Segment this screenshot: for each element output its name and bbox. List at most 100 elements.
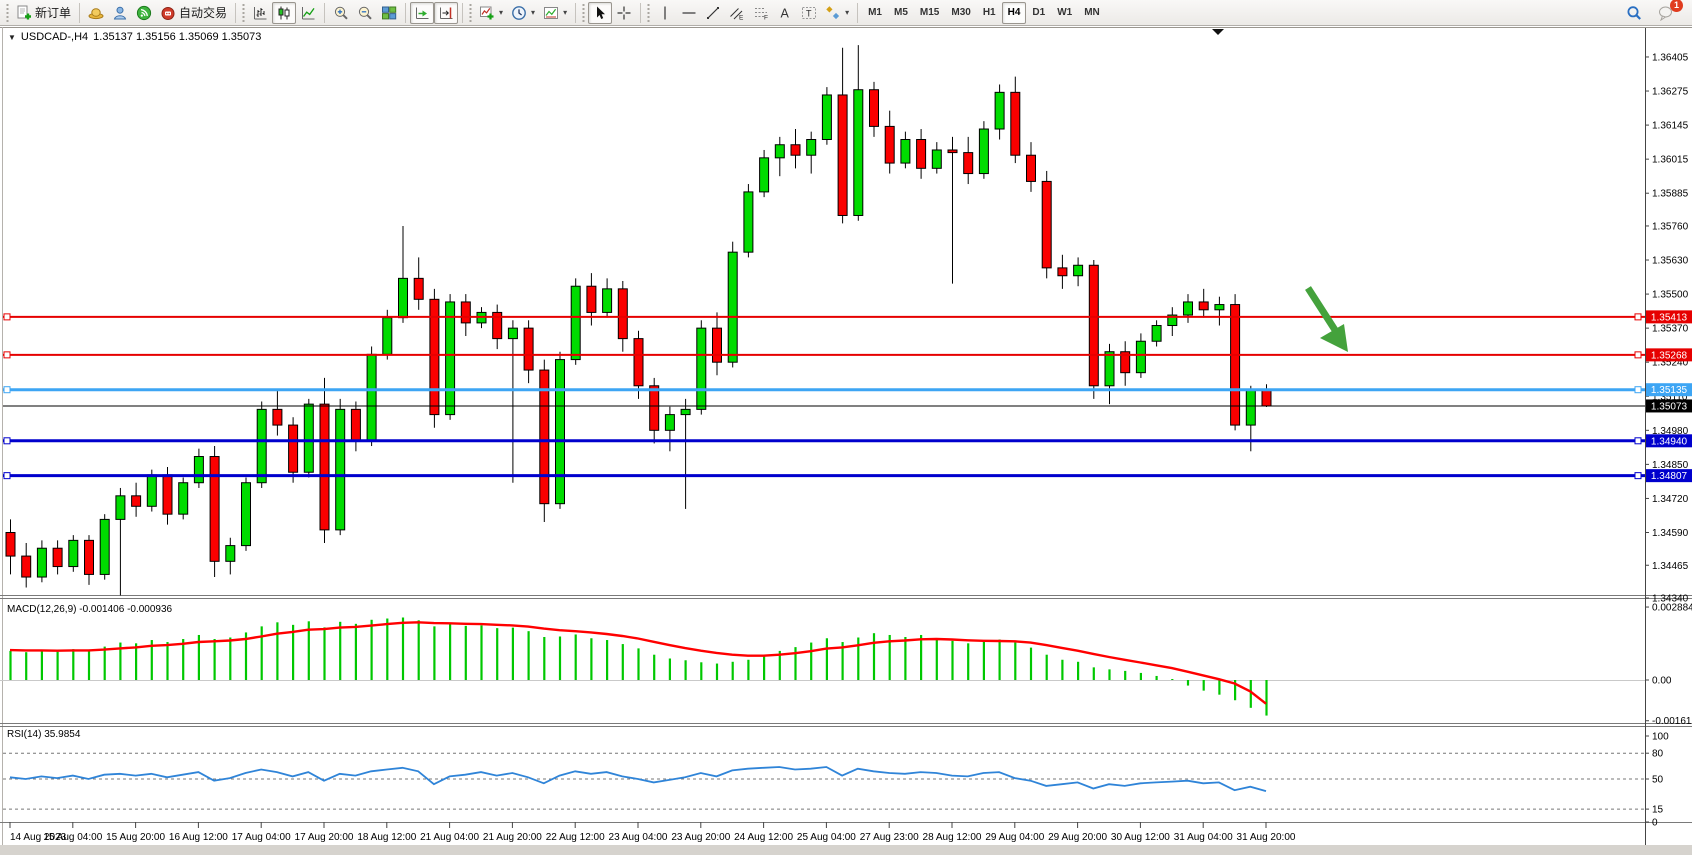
templates-icon <box>544 6 559 19</box>
chevron-down-icon[interactable]: ▾ <box>531 8 536 17</box>
toolbar-button-text-label[interactable]: T <box>797 2 821 24</box>
price-tick-label: 1.34590 <box>1652 528 1689 539</box>
toolbar-button-crosshair[interactable] <box>612 2 636 24</box>
main-toolbar: 新订单 自动交易 ▾ ▾ ▾ E F A T ▾ M1 M5 M15 M30 H1 H4 D1 W1 MN 1 <box>0 0 1692 26</box>
time-tick-label: 15 Aug 04:00 <box>43 832 102 843</box>
toolbar-button-templates[interactable]: ▾ <box>539 2 571 24</box>
toolbar-separator <box>857 2 859 23</box>
toolbar-button-candle-chart[interactable] <box>272 1 297 24</box>
timeframe-button-w1[interactable]: W1 <box>1057 7 1073 18</box>
toolbar-button-hat[interactable] <box>84 2 108 24</box>
horizontal-line-1.35135[interactable] <box>3 386 1645 394</box>
zoom-in-icon <box>334 6 348 20</box>
toolbar-button-signals[interactable] <box>132 2 156 24</box>
candle-down <box>350 408 361 442</box>
timeframe-button-m5[interactable]: M5 <box>894 7 908 18</box>
toolbar-button-search[interactable] <box>1622 2 1646 24</box>
horizontal-line-1.35268[interactable] <box>3 351 1645 359</box>
candle-up <box>900 139 911 164</box>
candle-down <box>131 495 142 507</box>
toolbar-separator <box>235 2 237 23</box>
timeframe-button-mn[interactable]: MN <box>1084 7 1100 18</box>
timeframe-button-h4[interactable]: H4 <box>1001 1 1027 24</box>
timeframe-button-m15[interactable]: M15 <box>919 7 940 18</box>
sell-signal-arrow[interactable] <box>1305 286 1348 352</box>
toolbar-button-zoom-in[interactable] <box>329 2 353 24</box>
toolbar-button-hline[interactable] <box>677 2 701 24</box>
fibonacci-icon: F <box>755 7 768 21</box>
toolbar-button-channel[interactable]: E <box>725 2 749 24</box>
candle-up <box>68 539 79 568</box>
toolbar-button-chat[interactable]: 1 <box>1654 0 1683 24</box>
line-anchor-marker[interactable] <box>3 386 11 394</box>
hline-icon <box>682 11 696 14</box>
toolbar-grip <box>241 3 247 22</box>
toolbar-button-fibonacci[interactable]: F <box>749 2 773 24</box>
rsi-tick-label: 15 <box>1652 805 1664 816</box>
price-tick-label: 1.35885 <box>1652 189 1689 200</box>
chevron-down-icon[interactable]: ▾ <box>563 8 568 17</box>
chart-canvas[interactable]: 1.36405 1.36275 1.36145 1.36015 1.35885 1.357… <box>0 27 1692 855</box>
chart-shift-icon <box>440 7 453 19</box>
time-tick-label: 14 Aug 2023 <box>10 832 67 843</box>
toolbar-button-arrows[interactable]: ▾ <box>821 2 853 24</box>
toolbar-button-profile[interactable] <box>108 2 132 24</box>
macd-panel: 0.002884 0.00 -0.00161 <box>0 603 1692 727</box>
horizontal-line-1.34940[interactable] <box>3 437 1645 445</box>
candle-down <box>1026 154 1036 182</box>
toolbar-button-line-chart[interactable] <box>296 2 320 24</box>
toolbar-button-vline[interactable] <box>653 2 677 24</box>
svg-text:T: T <box>806 8 812 18</box>
candle-up <box>146 474 157 507</box>
toolbar-button-auto-scroll[interactable] <box>410 1 435 24</box>
price-tick-label: 1.34980 <box>1652 426 1689 437</box>
candle-down <box>1088 264 1099 387</box>
symbol-dropdown-icon[interactable]: ▼ <box>8 32 16 42</box>
toolbar-button-new-order[interactable]: 新订单 <box>12 2 75 24</box>
line-anchor-marker[interactable] <box>3 472 11 480</box>
toolbar-separator <box>640 2 642 23</box>
candle-down <box>884 125 895 164</box>
chevron-down-icon[interactable]: ▾ <box>499 8 504 17</box>
toolbar-button-indicators[interactable]: ▾ <box>475 2 507 24</box>
toolbar-button-chart-shift[interactable] <box>434 1 459 24</box>
candle-down <box>52 547 63 568</box>
candle-down <box>84 539 94 575</box>
chart-shift-marker[interactable] <box>1212 29 1224 35</box>
toolbar-button-zoom-out[interactable] <box>353 2 377 24</box>
candle-up <box>507 327 518 340</box>
timeframe-button-d1[interactable]: D1 <box>1032 7 1046 18</box>
line-anchor-marker[interactable] <box>3 351 11 359</box>
candle-up <box>1167 314 1178 327</box>
price-tick-label: 1.35500 <box>1652 290 1689 301</box>
toolbar-button-autotrade[interactable]: 自动交易 <box>156 2 231 24</box>
toolbar-button-periods[interactable]: ▾ <box>507 2 539 24</box>
price-tick-label: 1.35630 <box>1652 256 1689 267</box>
line-anchor-marker[interactable] <box>3 437 11 445</box>
toolbar-button-trendline[interactable] <box>701 2 725 24</box>
candle-down <box>790 144 801 156</box>
price-axis[interactable]: 1.36405 1.36275 1.36145 1.36015 1.35885 1.357… <box>1645 28 1689 845</box>
chevron-down-icon[interactable]: ▾ <box>845 8 850 17</box>
candle-up <box>602 288 613 313</box>
timeframe-button-m30[interactable]: M30 <box>951 7 971 18</box>
toolbar-button-tile-windows[interactable] <box>377 2 401 24</box>
line-anchor-marker[interactable] <box>3 313 11 321</box>
time-tick-label: 29 Aug 20:00 <box>1048 832 1107 843</box>
toolbar-button-bar-chart[interactable] <box>248 2 272 24</box>
timeframe-button-h1[interactable]: H1 <box>982 7 996 18</box>
horizontal-line-1.34807[interactable] <box>3 472 1645 480</box>
autotrade-icon <box>161 6 175 20</box>
rsi-indicator-label: RSI(14) 35.9854 <box>7 729 81 740</box>
toolbar-button-cursor[interactable] <box>588 1 613 24</box>
macd-tick-label: -0.00161 <box>1652 716 1692 727</box>
price-tick-label: 1.36405 <box>1652 52 1689 63</box>
price-tick-label: 1.35240 <box>1652 358 1689 369</box>
chart-title[interactable]: ▼ USDCAD-,H4 1.35137 1.35156 1.35069 1.3… <box>8 31 261 43</box>
candle-up <box>743 191 754 253</box>
channel-icon: E <box>730 7 744 21</box>
horizontal-line-1.35413[interactable] <box>3 313 1645 321</box>
toolbar-button-text[interactable]: A <box>773 2 797 24</box>
timeframe-button-m1[interactable]: M1 <box>868 7 882 18</box>
